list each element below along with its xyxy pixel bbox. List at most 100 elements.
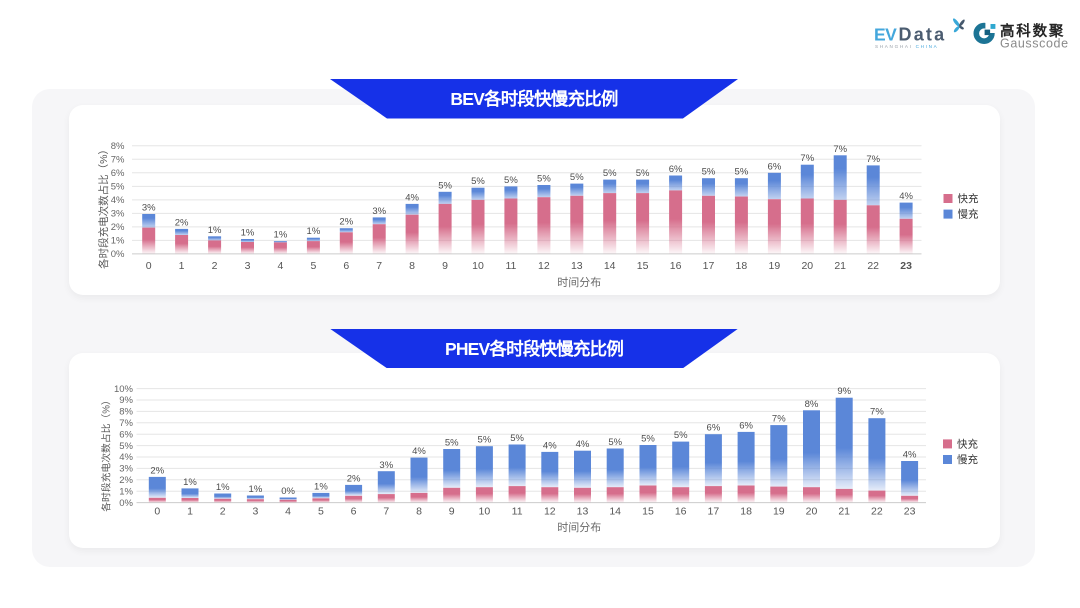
svg-text:4%: 4% — [119, 452, 133, 463]
svg-text:22: 22 — [867, 260, 879, 272]
svg-text:0: 0 — [154, 506, 160, 518]
svg-text:7%: 7% — [870, 407, 884, 418]
svg-text:6%: 6% — [111, 168, 125, 179]
svg-text:21: 21 — [834, 260, 846, 272]
svg-text:2%: 2% — [150, 465, 164, 476]
svg-text:3%: 3% — [142, 203, 156, 214]
svg-text:快充: 快充 — [958, 192, 979, 205]
svg-text:5%: 5% — [471, 176, 485, 187]
svg-text:5%: 5% — [119, 441, 133, 452]
svg-text:0%: 0% — [119, 498, 133, 509]
svg-text:5%: 5% — [438, 180, 452, 191]
svg-text:1%: 1% — [307, 226, 321, 237]
svg-text:Data: Data — [899, 25, 947, 45]
svg-text:2%: 2% — [111, 222, 125, 233]
svg-text:慢充: 慢充 — [957, 453, 978, 466]
svg-text:4%: 4% — [576, 439, 590, 450]
svg-text:5: 5 — [310, 260, 316, 272]
svg-text:7%: 7% — [866, 154, 880, 165]
svg-text:20: 20 — [801, 260, 813, 272]
svg-text:1%: 1% — [241, 228, 255, 239]
svg-text:3%: 3% — [379, 460, 393, 471]
svg-text:7%: 7% — [111, 155, 125, 166]
svg-text:10%: 10% — [114, 384, 134, 395]
svg-text:15: 15 — [642, 506, 654, 518]
svg-text:2%: 2% — [339, 217, 353, 228]
svg-text:2%: 2% — [119, 475, 133, 486]
svg-text:3%: 3% — [111, 209, 125, 220]
svg-text:17: 17 — [708, 506, 720, 518]
svg-text:22: 22 — [871, 506, 883, 518]
svg-text:慢充: 慢充 — [958, 208, 979, 221]
svg-text:5%: 5% — [735, 167, 749, 178]
svg-text:6%: 6% — [707, 423, 721, 434]
svg-text:5%: 5% — [445, 438, 459, 449]
svg-text:1%: 1% — [249, 484, 263, 495]
svg-text:5%: 5% — [537, 174, 551, 185]
svg-text:5%: 5% — [674, 430, 688, 441]
svg-text:2%: 2% — [175, 217, 189, 228]
svg-text:1%: 1% — [274, 230, 288, 241]
svg-text:1: 1 — [179, 260, 185, 272]
svg-text:7: 7 — [376, 260, 382, 272]
svg-text:4: 4 — [277, 260, 283, 272]
svg-text:9%: 9% — [119, 395, 133, 406]
svg-text:10: 10 — [472, 260, 484, 272]
svg-text:9: 9 — [442, 260, 448, 272]
svg-text:各时段充电次数占比（%）: 各时段充电次数占比（%） — [100, 395, 113, 511]
svg-text:12: 12 — [544, 506, 556, 518]
svg-text:21: 21 — [838, 506, 850, 518]
svg-text:2%: 2% — [347, 473, 361, 484]
svg-text:高科数聚: 高科数聚 — [1000, 22, 1065, 40]
svg-text:3%: 3% — [372, 206, 386, 217]
svg-text:7%: 7% — [772, 414, 786, 425]
svg-text:23: 23 — [900, 260, 912, 272]
svg-text:7: 7 — [383, 506, 389, 518]
svg-text:6: 6 — [351, 506, 357, 518]
svg-text:4%: 4% — [405, 192, 419, 203]
svg-text:2: 2 — [212, 260, 218, 272]
svg-text:7%: 7% — [833, 144, 847, 155]
svg-text:5%: 5% — [570, 172, 584, 183]
svg-text:1%: 1% — [208, 225, 222, 236]
svg-text:5%: 5% — [608, 437, 622, 448]
svg-text:7%: 7% — [119, 418, 133, 429]
svg-text:3: 3 — [252, 506, 258, 518]
svg-text:20: 20 — [806, 506, 818, 518]
svg-text:11: 11 — [512, 506, 523, 518]
svg-text:1: 1 — [187, 506, 193, 518]
svg-text:5%: 5% — [702, 167, 716, 178]
svg-text:8: 8 — [409, 260, 415, 272]
svg-text:5%: 5% — [603, 168, 617, 179]
svg-text:5%: 5% — [641, 434, 655, 445]
svg-text:1%: 1% — [183, 477, 197, 488]
svg-text:16: 16 — [670, 260, 682, 272]
svg-text:14: 14 — [609, 506, 621, 518]
svg-text:7%: 7% — [800, 153, 814, 164]
svg-text:4%: 4% — [903, 450, 917, 461]
svg-text:4%: 4% — [543, 440, 557, 451]
svg-text:17: 17 — [703, 260, 715, 272]
svg-text:23: 23 — [904, 506, 916, 518]
svg-text:5%: 5% — [111, 182, 125, 193]
svg-text:8%: 8% — [805, 399, 819, 410]
svg-text:各时段充电次数占比（%）: 各时段充电次数占比（%） — [97, 144, 110, 269]
svg-text:1%: 1% — [216, 482, 230, 493]
svg-text:13: 13 — [577, 506, 589, 518]
svg-text:4%: 4% — [111, 195, 125, 206]
svg-text:18: 18 — [740, 506, 752, 518]
svg-text:12: 12 — [538, 260, 550, 272]
svg-text:6%: 6% — [739, 420, 753, 431]
svg-text:0: 0 — [146, 260, 152, 272]
svg-text:1%: 1% — [314, 481, 328, 492]
svg-text:11: 11 — [505, 260, 516, 272]
svg-text:时间分布: 时间分布 — [557, 521, 601, 534]
svg-text:13: 13 — [571, 260, 583, 272]
svg-text:6%: 6% — [669, 164, 683, 175]
svg-text:14: 14 — [604, 260, 616, 272]
svg-text:5: 5 — [318, 506, 324, 518]
svg-text:8: 8 — [416, 506, 422, 518]
svg-text:6: 6 — [343, 260, 349, 272]
svg-text:8%: 8% — [111, 141, 125, 152]
svg-text:6%: 6% — [119, 429, 133, 440]
